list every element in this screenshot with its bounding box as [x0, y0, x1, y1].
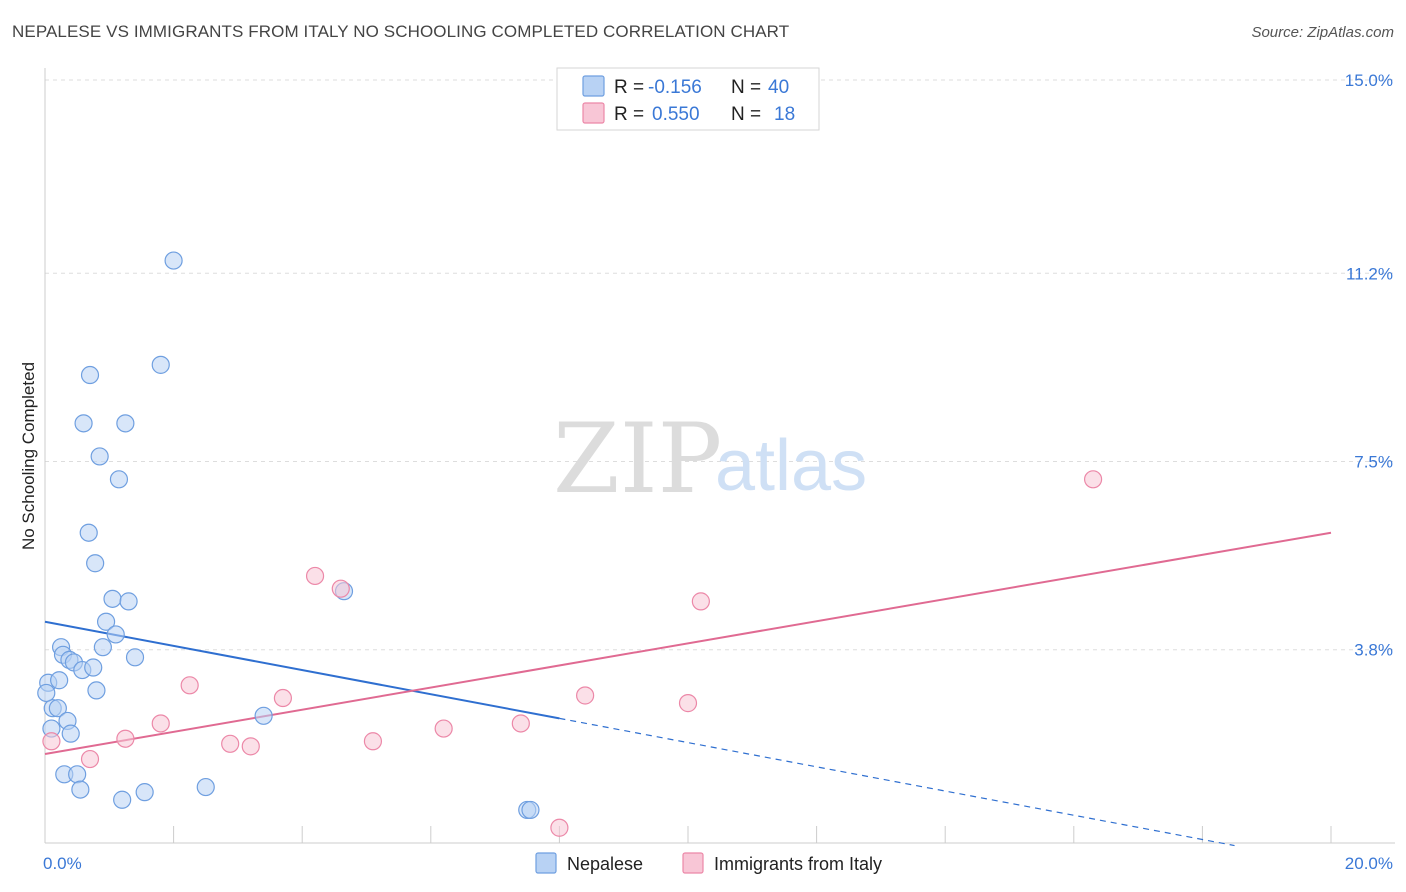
series-legend-swatch-nepalese [535, 852, 557, 874]
point-italy [221, 734, 240, 753]
grid-lines [45, 79, 1395, 651]
point-nepalese [80, 365, 100, 385]
point-nepalese [103, 589, 122, 608]
point-italy [180, 676, 199, 695]
x-tick-label: 20.0% [1345, 854, 1393, 873]
point-italy [678, 694, 698, 713]
watermark: ZIP atlas [553, 403, 867, 515]
point-italy [273, 688, 293, 708]
point-nepalese [37, 683, 56, 703]
point-nepalese [113, 790, 132, 809]
point-nepalese [68, 765, 87, 784]
point-nepalese [86, 554, 105, 573]
point-italy [80, 749, 100, 769]
point-nepalese [87, 681, 106, 700]
point-italy [305, 566, 325, 586]
point-nepalese [74, 414, 93, 433]
point-nepalese [90, 447, 109, 466]
source-credit: Source: ZipAtlas.com [1251, 24, 1394, 41]
series-legend: Nepalese Immigrants from Italy [535, 852, 882, 874]
trend-line-nepalese-extension [559, 717, 1235, 847]
series-legend-label-italy: Immigrants from Italy [714, 854, 882, 874]
point-nepalese [196, 777, 215, 797]
trend-line-italy [44, 531, 1332, 755]
y-tick-labels: 3.8% 7.5% 11.2% 15.0% [1345, 71, 1393, 660]
data-points [37, 251, 1103, 837]
legend-swatch-italy [582, 102, 605, 124]
correlation-legend: R = -0.156 N = 40 R = 0.550 N = 18 [556, 67, 820, 131]
point-italy [434, 719, 453, 738]
legend-n-label-italy: N = [731, 104, 761, 125]
point-nepalese [50, 671, 69, 690]
point-nepalese [84, 658, 103, 677]
point-nepalese [125, 648, 145, 667]
point-italy [331, 579, 350, 598]
watermark-zip: ZIP [553, 403, 722, 515]
legend-r-label-nepalese: R = [614, 77, 644, 98]
point-nepalese [119, 592, 138, 611]
point-italy [511, 714, 530, 733]
point-italy [42, 732, 61, 751]
point-nepalese [48, 699, 67, 718]
point-nepalese [61, 724, 80, 743]
legend-r-value-italy: 0.550 [652, 104, 700, 125]
point-italy [363, 732, 383, 751]
point-nepalese [164, 251, 183, 270]
point-italy [151, 714, 170, 733]
point-nepalese [71, 780, 90, 799]
x-tick-label: 0.0% [43, 854, 82, 873]
point-italy [241, 737, 260, 756]
legend-n-value-nepalese: 40 [768, 77, 789, 98]
x-tick-labels: 0.0% 20.0% [43, 854, 1393, 873]
point-nepalese [151, 355, 170, 374]
point-nepalese [106, 625, 125, 644]
point-italy [576, 686, 595, 705]
legend-r-value-nepalese: -0.156 [648, 77, 702, 98]
point-nepalese [116, 414, 135, 433]
y-tick-label: 7.5% [1354, 453, 1393, 472]
point-italy [691, 592, 710, 611]
series-legend-label-nepalese: Nepalese [567, 854, 643, 874]
point-nepalese [254, 706, 273, 725]
legend-r-label-italy: R = [614, 104, 644, 125]
point-italy [116, 729, 135, 748]
point-italy [550, 818, 569, 837]
y-tick-label: 15.0% [1345, 71, 1393, 90]
point-nepalese [135, 783, 154, 802]
point-nepalese [79, 523, 98, 542]
point-nepalese [93, 638, 112, 657]
legend-n-label-nepalese: N = [731, 77, 761, 98]
point-nepalese [96, 612, 116, 631]
trend-line-nepalese [44, 620, 560, 720]
y-axis-title: No Schooling Completed [19, 362, 38, 550]
series-legend-swatch-italy [682, 852, 704, 874]
trend-lines [44, 531, 1332, 847]
legend-swatch-nepalese [582, 75, 605, 97]
y-tick-label: 11.2% [1346, 264, 1393, 283]
chart-title: NEPALESE VS IMMIGRANTS FROM ITALY NO SCH… [12, 22, 790, 41]
legend-n-value-italy: 18 [774, 104, 795, 125]
y-tick-label: 3.8% [1354, 641, 1393, 660]
point-italy [1083, 470, 1103, 489]
point-nepalese [109, 470, 129, 489]
point-nepalese [521, 800, 540, 820]
watermark-atlas: atlas [715, 426, 867, 506]
